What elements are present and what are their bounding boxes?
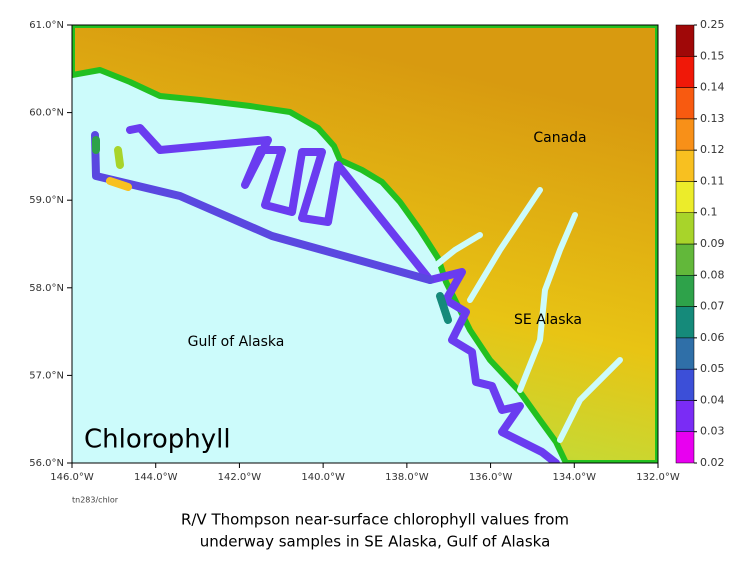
colorbar-label: 0.08 xyxy=(700,268,725,281)
colorbar-label: 0.1 xyxy=(700,206,718,219)
colorbar-label: 0.03 xyxy=(700,425,725,438)
land xyxy=(72,25,658,463)
colorbar-box xyxy=(675,337,695,370)
x-tick-label: 140.0°W xyxy=(301,472,345,483)
colorbar-box xyxy=(675,87,695,120)
inland-channels xyxy=(427,187,623,443)
colorbar-label: 0.15 xyxy=(700,49,725,62)
colorbar-label: 0.11 xyxy=(700,174,725,187)
colorbar-box xyxy=(675,400,695,432)
caption: R/V Thompson near-surface chlorophyll va… xyxy=(181,511,569,529)
map-frame xyxy=(71,24,659,464)
colorbar-box xyxy=(675,181,695,213)
y-tick-label: 61.0°N xyxy=(29,20,64,31)
map-area xyxy=(72,25,658,463)
place-label: Gulf of Alaska xyxy=(188,334,285,350)
colorbar-label: 0.13 xyxy=(700,112,725,125)
colorbar-box xyxy=(675,243,695,276)
x-tick-label: 132.0°W xyxy=(636,472,680,483)
colorbar-box xyxy=(675,306,695,339)
x-tick-label: 144.0°W xyxy=(134,472,178,483)
caption: underway samples in SE Alaska, Gulf of A… xyxy=(200,533,551,551)
credit: tn283/chlor xyxy=(72,496,119,505)
colorbar-label: 0.14 xyxy=(700,81,725,94)
x-tick-label: 134.0°W xyxy=(553,472,597,483)
colorbar-label: 0.02 xyxy=(700,456,725,469)
colorbar-box xyxy=(675,24,695,57)
x-tick-label: 136.0°W xyxy=(469,472,513,483)
colorbar-box xyxy=(675,431,695,464)
colorbar-box xyxy=(675,56,695,88)
colorbar-label: 0.07 xyxy=(700,300,725,313)
colorbar-label: 0.09 xyxy=(700,237,725,250)
colorbar-label: 0.05 xyxy=(700,362,725,375)
x-tick-label: 146.0°W xyxy=(50,472,94,483)
y-tick-label: 59.0°N xyxy=(29,195,64,206)
place-label: Canada xyxy=(533,130,586,146)
place-label: SE Alaska xyxy=(514,312,582,328)
x-tick-label: 142.0°W xyxy=(218,472,262,483)
colorbar-box xyxy=(675,149,695,182)
y-tick-label: 56.0°N xyxy=(29,458,64,469)
colorbar-box xyxy=(675,275,695,307)
y-tick-label: 60.0°N xyxy=(29,108,64,119)
ship-track xyxy=(91,124,560,463)
colorbar-label: 0.06 xyxy=(700,331,725,344)
colorbar-box xyxy=(675,212,695,245)
colorbar-label: 0.12 xyxy=(700,143,725,156)
y-tick-label: 58.0°N xyxy=(29,283,64,294)
x-tick-label: 138.0°W xyxy=(385,472,429,483)
colorbar-box xyxy=(675,368,695,401)
colorbar-label: 0.25 xyxy=(700,18,725,31)
y-tick-label: 57.0°N xyxy=(29,370,64,381)
map-title: Chlorophyll xyxy=(84,425,231,455)
colorbar-label: 0.04 xyxy=(700,393,725,406)
colorbar-box xyxy=(675,118,695,151)
